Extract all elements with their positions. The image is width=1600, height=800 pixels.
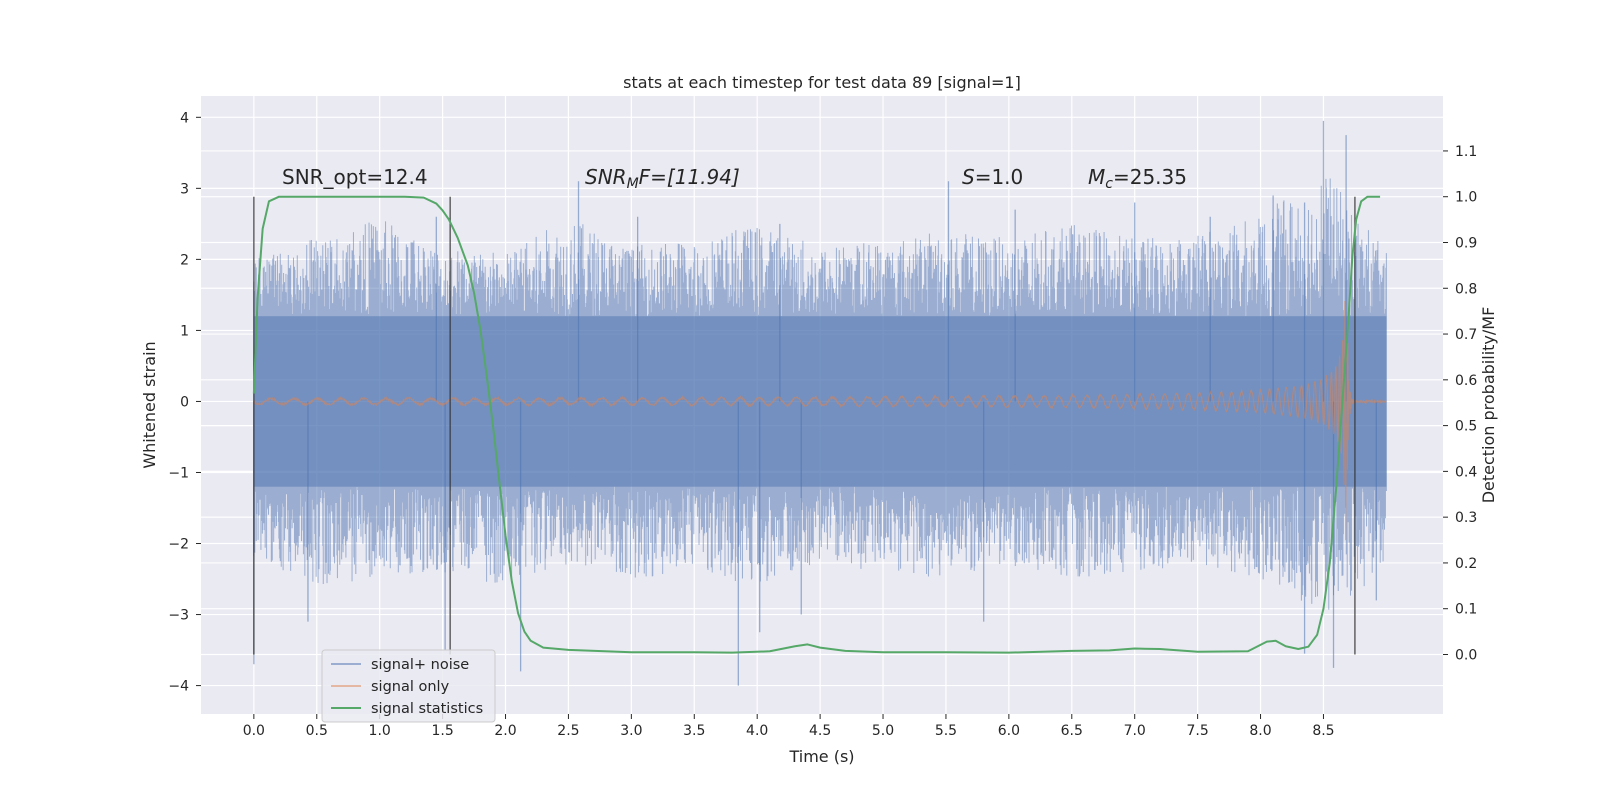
x-tick-label: 2.0 [494,723,516,739]
x-tick-label: 2.5 [557,723,579,739]
annotation-snr-opt: SNR_opt=12.4 [282,165,428,189]
y2-tick-label: 0.0 [1455,647,1477,663]
y2-tick-label: 1.0 [1455,190,1477,206]
x-tick-label: 8.0 [1249,723,1271,739]
x-tick-label: 7.0 [1124,723,1146,739]
annotation-snr-mf: SNRMF=[11.94] [585,165,740,192]
y2-tick-label: 0.6 [1455,373,1477,389]
y2-tick-label: 0.5 [1455,419,1477,435]
x-tick-label: 0.0 [243,723,265,739]
chart-title: stats at each timestep for test data 89 … [623,73,1021,92]
snr-mf-base: SNR [585,165,627,189]
mc-base: M [1088,165,1105,189]
annotation-s: S=1.0 [962,165,1023,189]
x-tick-label: 5.5 [935,723,957,739]
x-tick-label: 4.5 [809,723,831,739]
y-tick-label: 3 [180,181,189,197]
y2-tick-label: 0.2 [1455,556,1477,572]
y-tick-label: −4 [168,679,189,695]
x-tick-label: 0.5 [306,723,328,739]
y2-tick-label: 0.8 [1455,281,1477,297]
legend-label-signal-noise: signal+ noise [371,657,469,673]
x-tick-label: 1.0 [369,723,391,739]
x-tick-label: 6.5 [1061,723,1083,739]
s-rest: =1.0 [975,165,1024,189]
y2-axis-label: Detection probability/MF [1479,307,1498,504]
legend-label-signal-only: signal only [371,679,450,695]
x-tick-label: 1.5 [431,723,453,739]
y-tick-label: 0 [180,394,189,410]
y2-tick-label: 0.1 [1455,602,1477,618]
x-tick-label: 3.5 [683,723,705,739]
snr-mf-sub: M [627,176,639,192]
signal-statistics-line [252,195,1381,654]
x-tick-label: 7.5 [1186,723,1208,739]
mc-rest: =25.35 [1113,165,1187,189]
x-axis-label: Time (s) [788,747,854,766]
legend-label-signal-statistics: signal statistics [371,701,483,717]
x-tick-label: 4.0 [746,723,768,739]
y2-tick-label: 0.7 [1455,327,1477,343]
y-tick-label: −1 [168,465,189,481]
plot-area [252,120,1387,686]
mc-sub: c [1105,176,1113,192]
y-tick-label: −3 [168,608,189,624]
y-tick-label: 4 [180,110,189,126]
x-tick-label: 3.0 [620,723,642,739]
signal-only-trace [253,301,1387,541]
x-tick-label: 6.0 [998,723,1020,739]
legend: signal+ noise signal only signal statist… [321,649,496,723]
y2-tick-label: 0.9 [1455,235,1477,251]
annotation-mc: Mc=25.35 [1088,165,1187,192]
ticks: 0.0 0.5 1.0 1.5 2.0 2.5 3.0 3.5 4.0 4.5 5.0 5.5 6.0 6… [168,110,1477,739]
s-base: S [962,165,975,189]
y-axis-label: Whitened strain [140,341,159,468]
y2-tick-label: 0.3 [1455,510,1477,526]
y-tick-label: 2 [180,252,189,268]
y2-tick-label: 1.1 [1455,144,1477,160]
snr-mf-rest: F=[11.94] [639,165,740,189]
x-tick-label: 5.0 [872,723,894,739]
y-tick-label: 1 [180,323,189,339]
x-tick-label: 8.5 [1312,723,1334,739]
y2-tick-label: 0.4 [1455,464,1477,480]
y-tick-label: −2 [168,537,189,553]
legend-box [321,649,496,723]
